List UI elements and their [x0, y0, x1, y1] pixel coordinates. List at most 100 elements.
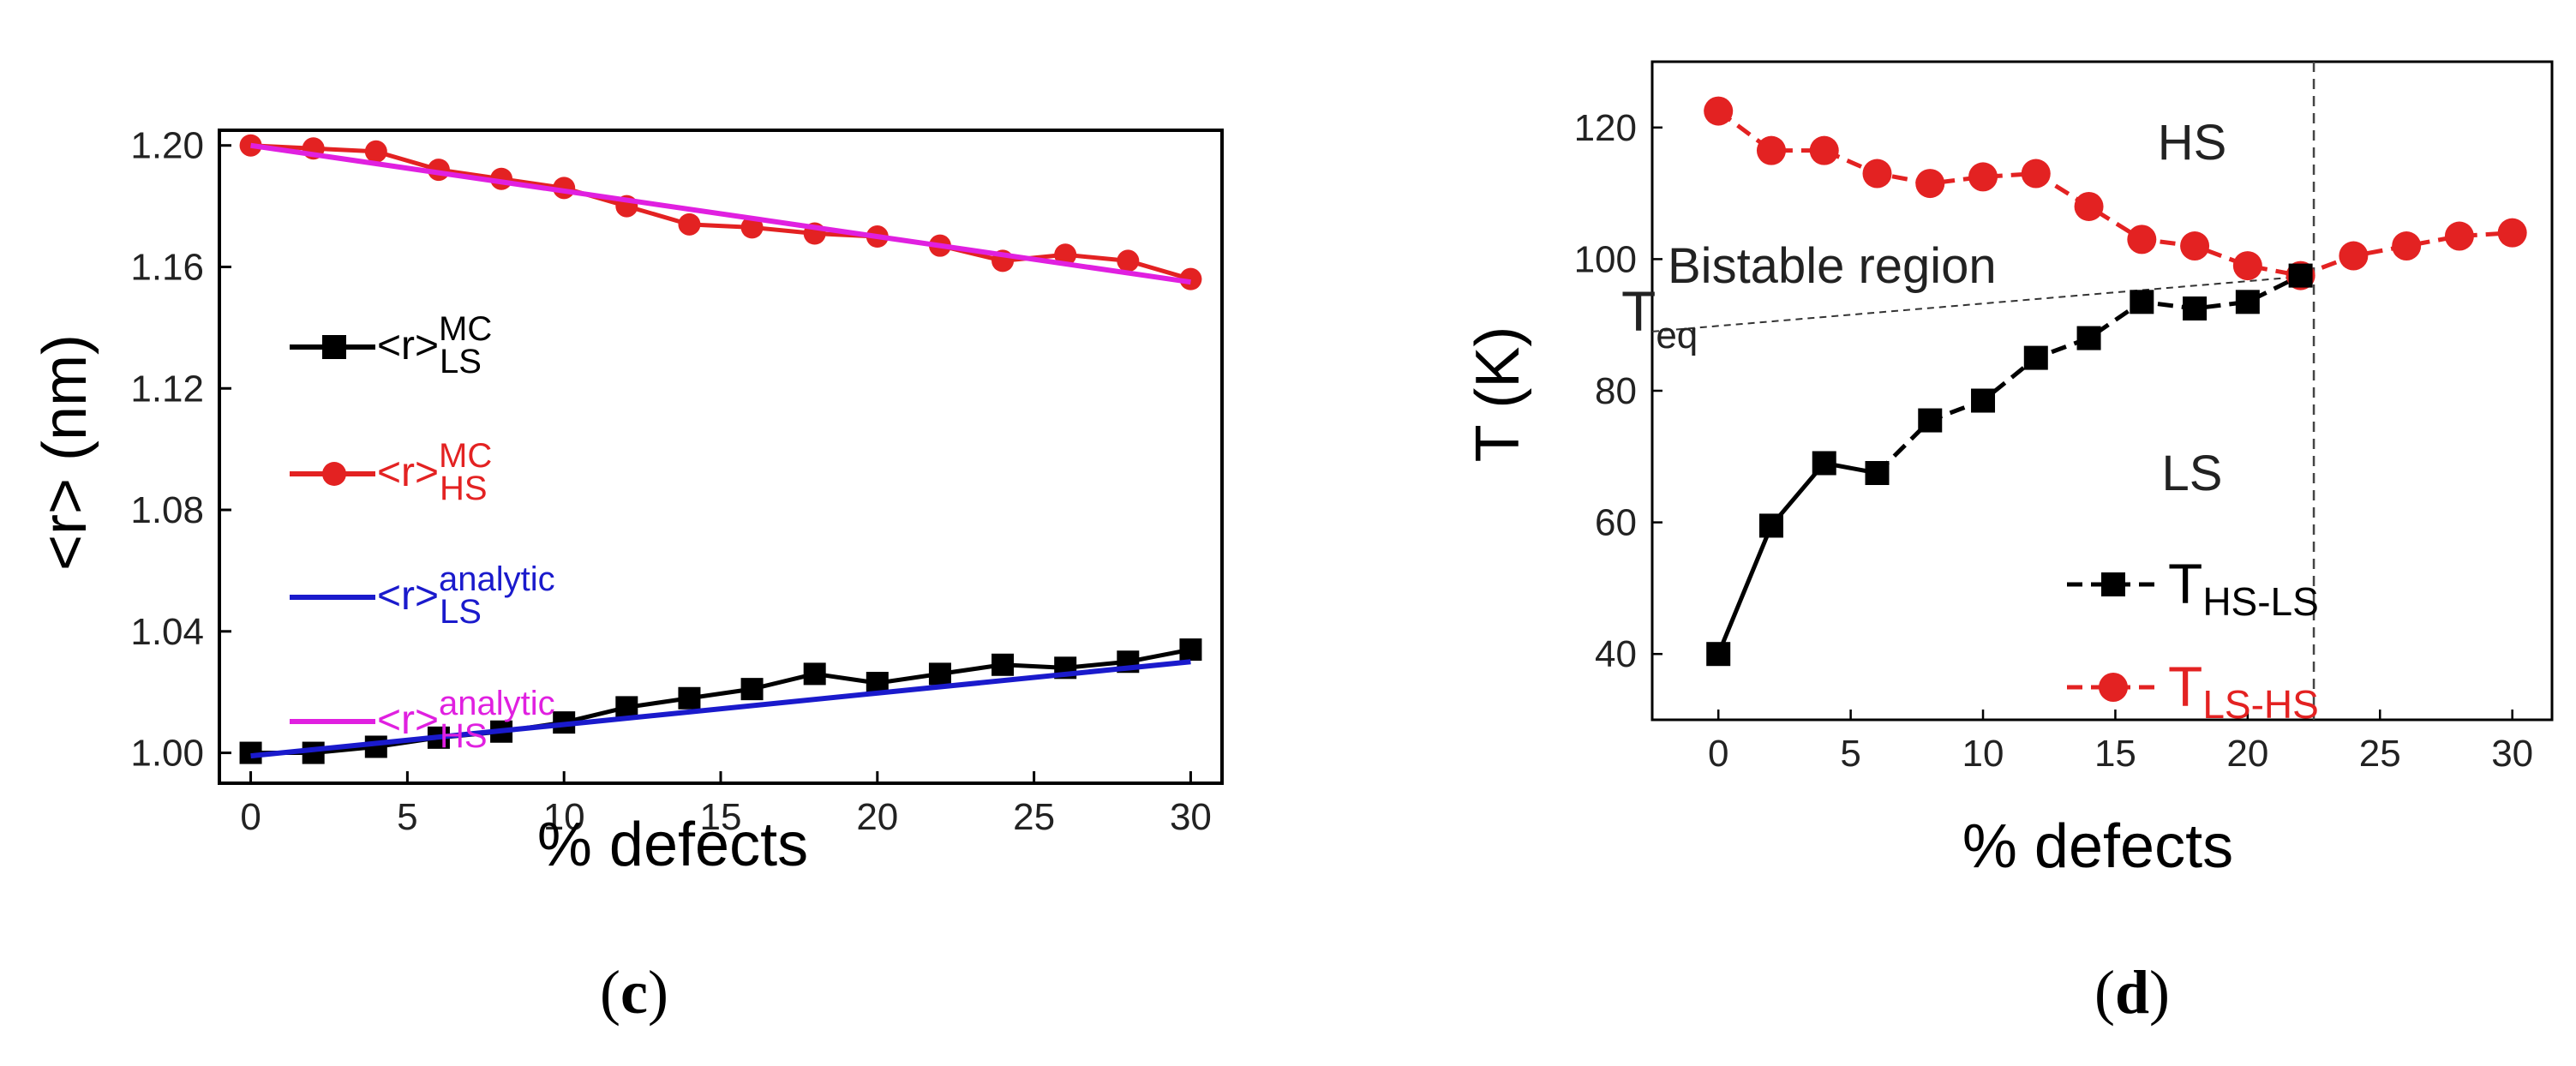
- y-tick-label-c: 1.16: [130, 246, 204, 288]
- x-tick-label-d: 10: [1962, 733, 2004, 775]
- series-c-4: [250, 142, 1191, 285]
- data-point-d-2: [1862, 159, 1892, 189]
- data-point-d-1: [2076, 326, 2101, 350]
- x-tick-label-c: 30: [1170, 796, 1212, 838]
- x-tick-label-c: 15: [700, 796, 742, 838]
- x-axis-title-d: % defects: [1962, 812, 2233, 881]
- y-axis-title-d: T (K): [1464, 326, 1532, 463]
- x-tick-label-d: 0: [1708, 733, 1728, 775]
- series-c-3: [250, 659, 1191, 759]
- caption-d-letter: d: [2115, 958, 2149, 1027]
- data-point-c-2: [1054, 243, 1077, 266]
- data-point-d-2: [2444, 221, 2474, 251]
- legend-marker-d: [2099, 673, 2128, 702]
- caption-c-letter: c: [620, 958, 648, 1027]
- tick-group-d: 0 5 10 15 20 25 30 40 60 80 100 120: [1574, 107, 2534, 775]
- series-d-1: [1706, 263, 2313, 667]
- legend-sup-c: analytic: [439, 685, 555, 722]
- data-point-c-1: [615, 696, 638, 719]
- data-point-d-2: [1704, 96, 1734, 126]
- plot-frame-d: [1650, 60, 2554, 722]
- data-point-d-1: [1865, 461, 1890, 485]
- data-point-c-1: [364, 735, 387, 758]
- data-point-c-2: [1117, 249, 1140, 272]
- data-point-d-2: [2392, 231, 2422, 261]
- series-line-c-4: [250, 142, 1191, 285]
- plot-frame-c: [218, 129, 1224, 785]
- chart-panel-d: 0 5 10 15 20 25 30 40 60 80 100 120 HS LS Bistable re…: [1464, 60, 2554, 1027]
- legend-sup-c: MC: [439, 437, 492, 475]
- data-point-d-2: [2127, 225, 2157, 255]
- x-tick-label-c: 10: [543, 796, 585, 838]
- legend-label-c-3: <r>analytic: [377, 560, 555, 619]
- teq-label: Teq: [1621, 279, 1698, 356]
- legend-base-c: <r>: [377, 450, 439, 495]
- data-point-d-2: [1809, 135, 1839, 165]
- legend-label-d-1: THS-LS: [2168, 552, 2319, 624]
- data-point-d-2: [1756, 135, 1786, 165]
- chart-panel-c: 0 5 10 15 20 25 30 1.00 1.04 1.08 1.12 1.16 1.20 % d…: [31, 125, 1224, 1027]
- data-point-d-1: [1706, 642, 1731, 667]
- ls-region-label: LS: [2162, 446, 2223, 501]
- y-tick-label-c: 1.00: [130, 733, 204, 775]
- data-point-d-1: [1918, 408, 1943, 433]
- data-point-c-2: [678, 213, 701, 236]
- legend-base-d: T: [2168, 655, 2202, 718]
- series-line-d-dashed: [1875, 273, 2302, 475]
- data-point-c-1: [740, 678, 764, 701]
- caption-d-open-paren: (: [2094, 958, 2115, 1027]
- data-point-c-1: [928, 662, 951, 686]
- y-tick-label-d: 120: [1574, 107, 1637, 149]
- data-point-d-1: [2235, 290, 2260, 314]
- data-point-d-1: [2183, 296, 2208, 320]
- x-tick-label-c: 5: [397, 796, 417, 838]
- y-tick-label-c: 1.20: [130, 125, 204, 167]
- data-point-d-1: [1812, 451, 1836, 476]
- x-tick-label-d: 30: [2491, 733, 2533, 775]
- data-point-d-1: [2288, 263, 2313, 288]
- series-group-d: [1704, 96, 2527, 667]
- legend-sub-c-1: LS: [440, 343, 482, 380]
- data-point-d-2: [2021, 159, 2051, 189]
- y-tick-label-d: 100: [1574, 238, 1637, 280]
- data-point-d-1: [2023, 345, 2048, 370]
- legend-label-c-4: <r>analytic: [377, 685, 555, 743]
- x-axis-title-c: % defects: [537, 811, 808, 879]
- legend-item-d-1: THS-LS: [2067, 552, 2319, 624]
- legend-sup-c: analytic: [439, 560, 555, 598]
- data-point-c-2: [364, 140, 387, 163]
- x-tick-label-d: 25: [2359, 733, 2401, 775]
- data-point-d-2: [2180, 231, 2210, 261]
- data-point-c-1: [1179, 638, 1202, 662]
- legend-marker-c: [322, 335, 346, 359]
- data-point-d-1: [2130, 290, 2154, 314]
- series-group-c: [239, 134, 1202, 764]
- legend-base-c: <r>: [377, 698, 439, 743]
- x-tick-label-d: 15: [2094, 733, 2136, 775]
- y-tick-label-d: 60: [1595, 502, 1637, 544]
- series-line-d-solid: [1716, 460, 1878, 656]
- hs-region-label: HS: [2158, 115, 2227, 171]
- caption-c-open-paren: (: [600, 958, 620, 1027]
- data-point-c-1: [991, 653, 1015, 676]
- teq-base: T: [1621, 279, 1656, 343]
- x-tick-label-d: 5: [1840, 733, 1860, 775]
- data-point-c-2: [740, 216, 764, 239]
- data-point-c-1: [678, 686, 701, 710]
- data-point-d-2: [2232, 251, 2262, 281]
- y-tick-label-d: 40: [1595, 633, 1637, 675]
- caption-d: (d): [2094, 958, 2170, 1027]
- y-tick-label-c: 1.04: [130, 611, 204, 653]
- series-line-d-2: [1716, 109, 2513, 278]
- data-point-d-2: [2497, 218, 2527, 248]
- legend-sub-d: HS-LS: [2202, 579, 2318, 624]
- tick-group-c: 0 5 10 15 20 25 30 1.00 1.04 1.08 1.12 1.16 1.20: [130, 125, 1212, 838]
- series-line-c-3: [250, 659, 1191, 759]
- legend-base-c: <r>: [377, 323, 439, 368]
- teq-line: [1651, 274, 2315, 332]
